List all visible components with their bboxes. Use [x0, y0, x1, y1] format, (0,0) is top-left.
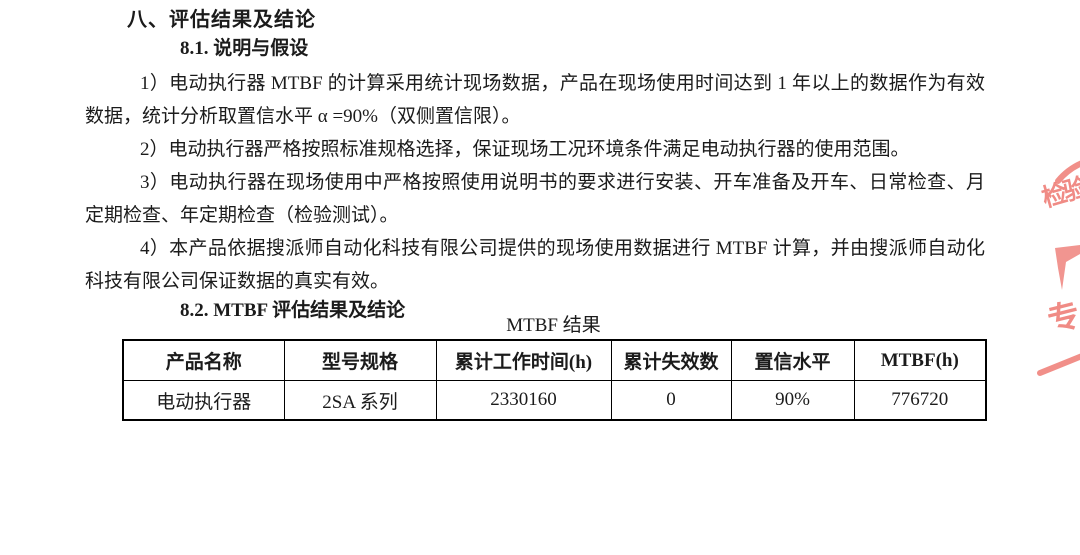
- paragraph-2: 2）电动执行器严格按照标准规格选择，保证现场工况环境条件满足电动执行器的使用范围…: [140, 139, 910, 160]
- col-header-failure-count: 累计失效数: [610, 339, 732, 381]
- stamp-bottom-arc: [1037, 353, 1080, 376]
- cell-model-spec: 2SA 系列: [283, 380, 437, 421]
- cell-product-name: 电动执行器: [122, 380, 285, 421]
- paragraph-4: 4）本产品依据搜派师自动化科技有限公司提供的现场使用数据进行 MTBF 计算，并…: [85, 238, 985, 292]
- subsection-heading-8-2: 8.2. MTBF 评估结果及结论: [180, 300, 406, 321]
- paragraph-3: 3）电动执行器在现场使用中严格按照使用说明书的要求进行安装、开车准备及开车、日常…: [85, 172, 985, 226]
- cell-cumulative-hours: 2330160: [435, 380, 612, 421]
- col-header-model-spec: 型号规格: [283, 339, 437, 381]
- stamp-upper-chars: 检验: [1039, 172, 1080, 213]
- table-header-row: 产品名称 型号规格 累计工作时间(h) 累计失效数 置信水平 MTBF(h): [122, 339, 987, 381]
- red-seal-stamp-icon: 检验 专: [1037, 160, 1080, 376]
- cell-failure-count: 0: [610, 380, 732, 421]
- col-header-mtbf: MTBF(h): [853, 339, 987, 381]
- paragraph-1: 1）电动执行器 MTBF 的计算采用统计现场数据，产品在现场使用时间达到 1 年…: [85, 73, 985, 127]
- col-header-confidence-level: 置信水平: [730, 339, 855, 381]
- col-header-product-name: 产品名称: [122, 339, 285, 381]
- stamp-top-arc: [1055, 160, 1080, 184]
- mtbf-results-table: 产品名称 型号规格 累计工作时间(h) 累计失效数 置信水平 MTBF(h) 电…: [122, 339, 987, 421]
- cell-confidence-level: 90%: [730, 380, 855, 421]
- table-row: 电动执行器 2SA 系列 2330160 0 90% 776720: [122, 380, 987, 421]
- stamp-lower-char: 专: [1044, 296, 1080, 339]
- table-caption: MTBF 结果: [506, 315, 601, 336]
- stamp-star-fragment: [1055, 245, 1080, 290]
- cell-mtbf: 776720: [853, 380, 987, 421]
- col-header-cumulative-hours: 累计工作时间(h): [435, 339, 612, 381]
- document-content: 八、评估结果及结论 8.1. 说明与假设 1）电动执行器 MTBF 的计算采用统…: [85, 8, 987, 421]
- subsection-heading-8-1: 8.1. 说明与假设: [180, 38, 309, 59]
- section-heading: 八、评估结果及结论: [127, 9, 316, 31]
